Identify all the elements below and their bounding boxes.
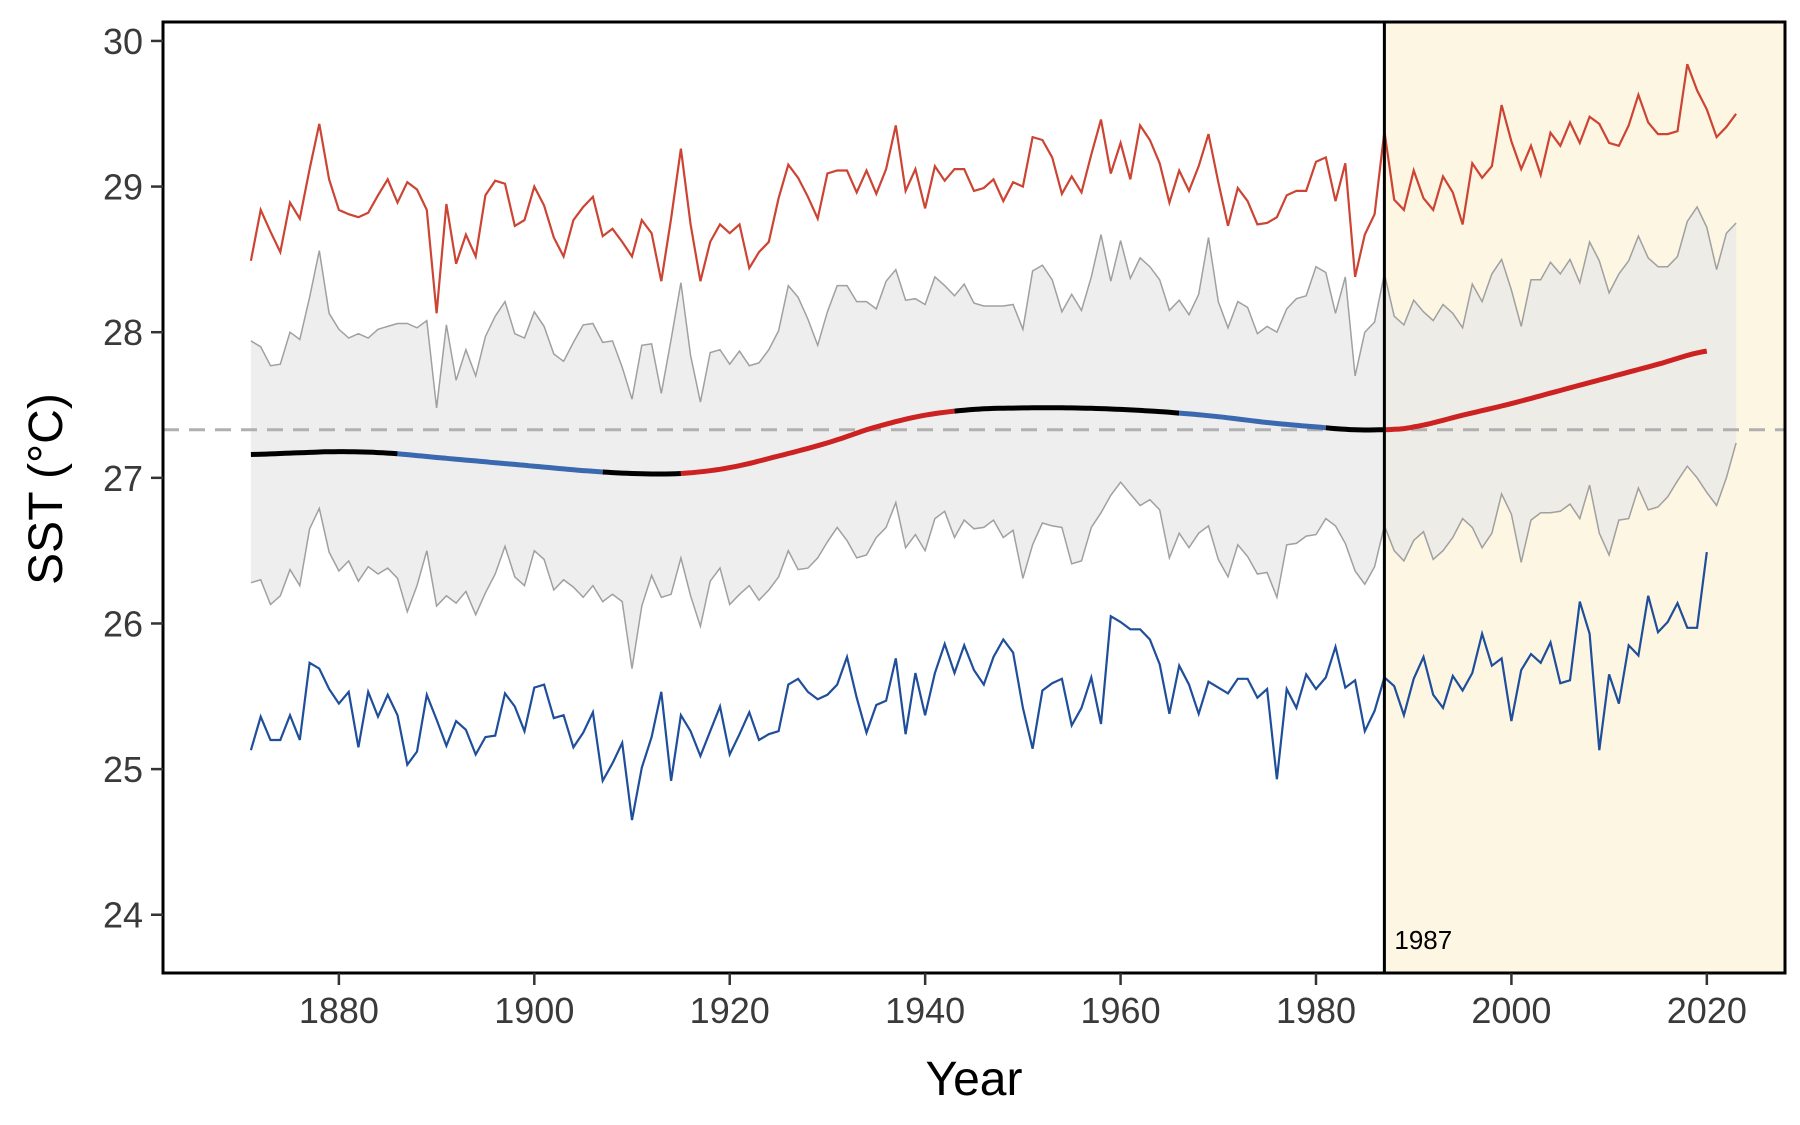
- x-tick-label: 1920: [690, 990, 770, 1031]
- lower-band-line: [250, 442, 1737, 669]
- x-axis: 1880 1900 1920 1940 1960 1980 2000 2020: [299, 973, 1747, 1031]
- trend-segment-warming: [680, 408, 955, 476]
- y-axis-title: SST (°C): [20, 393, 73, 585]
- y-tick-label: 24: [103, 895, 143, 936]
- y-tick-label: 25: [103, 749, 143, 790]
- x-tick-label: 2000: [1471, 990, 1551, 1031]
- y-tick-label: 26: [103, 603, 143, 644]
- y-tick-label: 27: [103, 458, 143, 499]
- upper-band-line: [250, 205, 1737, 408]
- trend-segment-neutral: [250, 449, 398, 457]
- trend-segment-neutral: [602, 469, 682, 477]
- x-tick-label: 1940: [885, 990, 965, 1031]
- x-axis-title: Year: [926, 1053, 1023, 1106]
- trend-segment-neutral: [954, 405, 1180, 416]
- trend-segment-cooling: [1178, 410, 1327, 431]
- trend-line: [250, 348, 1708, 477]
- y-axis: 24 25 26 27 28 29 30: [103, 21, 163, 936]
- y-tick-label: 29: [103, 167, 143, 208]
- trend-segment-post: [1384, 348, 1708, 433]
- x-tick-label: 1900: [494, 990, 574, 1031]
- max-sst-series: [249, 63, 1737, 314]
- x-tick-label: 1960: [1081, 990, 1161, 1031]
- min-sst-series: [249, 551, 1708, 821]
- plot-area: 1987: [161, 20, 1787, 975]
- trend-segment-cooling: [397, 451, 603, 475]
- plot-frame: [161, 20, 1787, 975]
- x-tick-label: 2020: [1667, 990, 1747, 1031]
- breakpoint-label: 1987: [1394, 925, 1452, 955]
- trend-segment-neutral: [1325, 425, 1385, 433]
- sst-spread-band: [250, 207, 1737, 669]
- x-tick-label: 1880: [299, 990, 379, 1031]
- x-tick-label: 1980: [1276, 990, 1356, 1031]
- y-tick-label: 30: [103, 21, 143, 62]
- y-tick-label: 28: [103, 312, 143, 353]
